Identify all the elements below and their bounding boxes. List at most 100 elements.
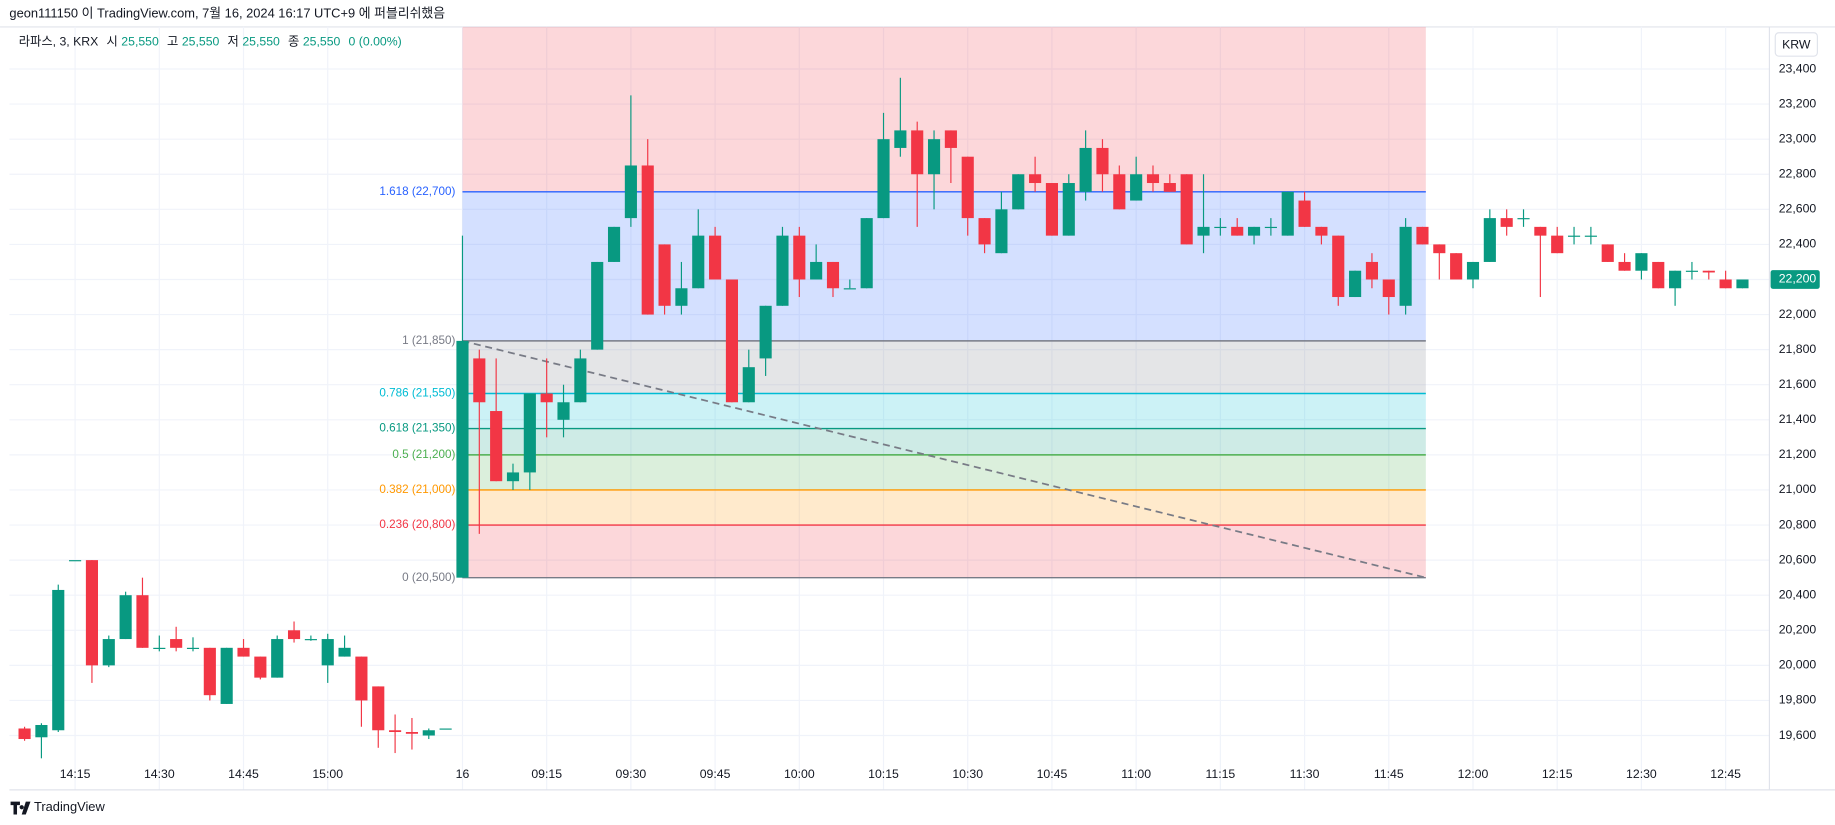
- candle-body: [658, 244, 671, 306]
- candle-body: [742, 367, 755, 403]
- candle-body: [574, 358, 587, 403]
- x-tick-label: 12:00: [1458, 767, 1489, 781]
- candle-body: [1567, 235, 1581, 237]
- candle-body: [220, 647, 233, 704]
- candle-body: [995, 209, 1008, 254]
- candle-body: [793, 235, 806, 280]
- candle-body: [1635, 253, 1648, 271]
- x-tick-label: 09:45: [700, 767, 731, 781]
- candle-body: [456, 340, 469, 578]
- candle-body: [1231, 226, 1244, 236]
- candle-body: [1214, 226, 1227, 229]
- candle-body: [69, 560, 82, 562]
- candle-body: [1012, 174, 1025, 210]
- y-tick-label: 20,400: [1779, 587, 1817, 601]
- candle-body: [1163, 183, 1176, 192]
- y-tick-label: 21,400: [1779, 412, 1817, 426]
- candle-body: [1669, 270, 1682, 289]
- candle-body: [1433, 244, 1446, 254]
- candle-body: [1517, 218, 1530, 220]
- legend-value: 25,550: [182, 34, 220, 48]
- candle-body: [810, 261, 823, 280]
- candle-body: [540, 393, 553, 403]
- candle-body: [422, 730, 435, 736]
- x-tick-label: 14:30: [144, 767, 175, 781]
- candle-body: [709, 235, 722, 280]
- y-tick-label: 20,200: [1779, 623, 1817, 637]
- x-tick-label: 11:30: [1290, 767, 1320, 781]
- x-tick-label: 10:00: [784, 767, 815, 781]
- candle-body: [389, 730, 402, 733]
- candle-body: [1197, 226, 1210, 236]
- legend-key: 고: [167, 34, 178, 48]
- candle-body: [52, 589, 65, 731]
- candle-body: [1079, 147, 1092, 192]
- y-tick-label: 22,000: [1779, 307, 1817, 321]
- trend-line: [462, 340, 1427, 579]
- candle-body: [725, 279, 739, 403]
- fib-zone: [462, 26, 1426, 192]
- fib-zone: [462, 393, 1426, 429]
- y-tick-label: 22,600: [1779, 202, 1817, 216]
- candle-body: [894, 130, 907, 148]
- x-tick-label: 10:30: [952, 767, 983, 781]
- candle-body: [1483, 218, 1496, 262]
- candle-body: [1062, 183, 1075, 236]
- candle-body: [186, 647, 200, 649]
- legend: 라파스, 3, KRX 시 25,550 고 25,550 저 25,550 종 25,550 0…: [19, 34, 402, 48]
- candle-body: [1736, 279, 1749, 289]
- candle-body: [1685, 270, 1699, 272]
- x-tick-label: 10:45: [1037, 767, 1068, 781]
- fib-level-label: 0.382 (21,000): [379, 483, 455, 496]
- x-tick-label: 09:30: [616, 767, 647, 781]
- candle-body: [506, 472, 520, 482]
- fib-zone: [462, 525, 1426, 578]
- candle-body: [321, 639, 334, 666]
- y-tick-label: 19,800: [1779, 693, 1817, 707]
- candle-body: [1702, 270, 1715, 273]
- y-tick-label: 23,000: [1779, 131, 1817, 145]
- candle-body: [776, 235, 789, 306]
- last-price-tag: [1770, 270, 1820, 289]
- candle-body: [119, 595, 132, 640]
- candle-body: [237, 647, 250, 657]
- y-tick-label: 20,600: [1779, 552, 1817, 566]
- candle-body: [1382, 279, 1395, 298]
- candle-body: [1180, 174, 1193, 245]
- x-tick-label: 15:00: [312, 767, 343, 781]
- candle-body: [1096, 147, 1109, 175]
- legend-symbol: 라파스, 3, KRX: [19, 34, 99, 48]
- y-tick-label: 20,800: [1779, 517, 1817, 531]
- candle-body: [1130, 174, 1143, 201]
- candle-body: [759, 305, 772, 359]
- candle-body: [641, 165, 654, 315]
- x-tick-label: 11:45: [1374, 767, 1404, 781]
- candle-body: [304, 639, 317, 641]
- candle-body: [1719, 279, 1732, 289]
- brand: TradingView: [34, 799, 105, 814]
- fib-zone: [462, 340, 1426, 394]
- candle-body: [927, 139, 941, 175]
- candle-body: [1551, 235, 1564, 254]
- y-tick-label: 23,200: [1779, 96, 1817, 110]
- candle-body: [523, 393, 536, 473]
- candle-body: [271, 639, 284, 678]
- y-tick-label: 23,400: [1779, 61, 1817, 75]
- candle-body: [978, 218, 991, 245]
- candle-body: [1298, 200, 1311, 227]
- y-tick-label: 22,400: [1779, 237, 1817, 251]
- y-tick-label: 21,800: [1779, 342, 1817, 356]
- candle-body: [254, 656, 267, 678]
- candle-body: [1281, 191, 1294, 236]
- currency-button[interactable]: [1774, 32, 1818, 57]
- candle-body: [136, 595, 149, 648]
- legend-key: 시: [106, 34, 117, 48]
- candle-body: [1450, 253, 1463, 280]
- x-tick-label: 14:45: [228, 767, 259, 781]
- y-tick-label: 19,600: [1779, 728, 1817, 742]
- currency-label[interactable]: KRW: [1782, 37, 1811, 51]
- candle-body: [860, 218, 873, 289]
- candle-body: [1332, 235, 1345, 298]
- x-tick-label: 10:15: [868, 767, 899, 781]
